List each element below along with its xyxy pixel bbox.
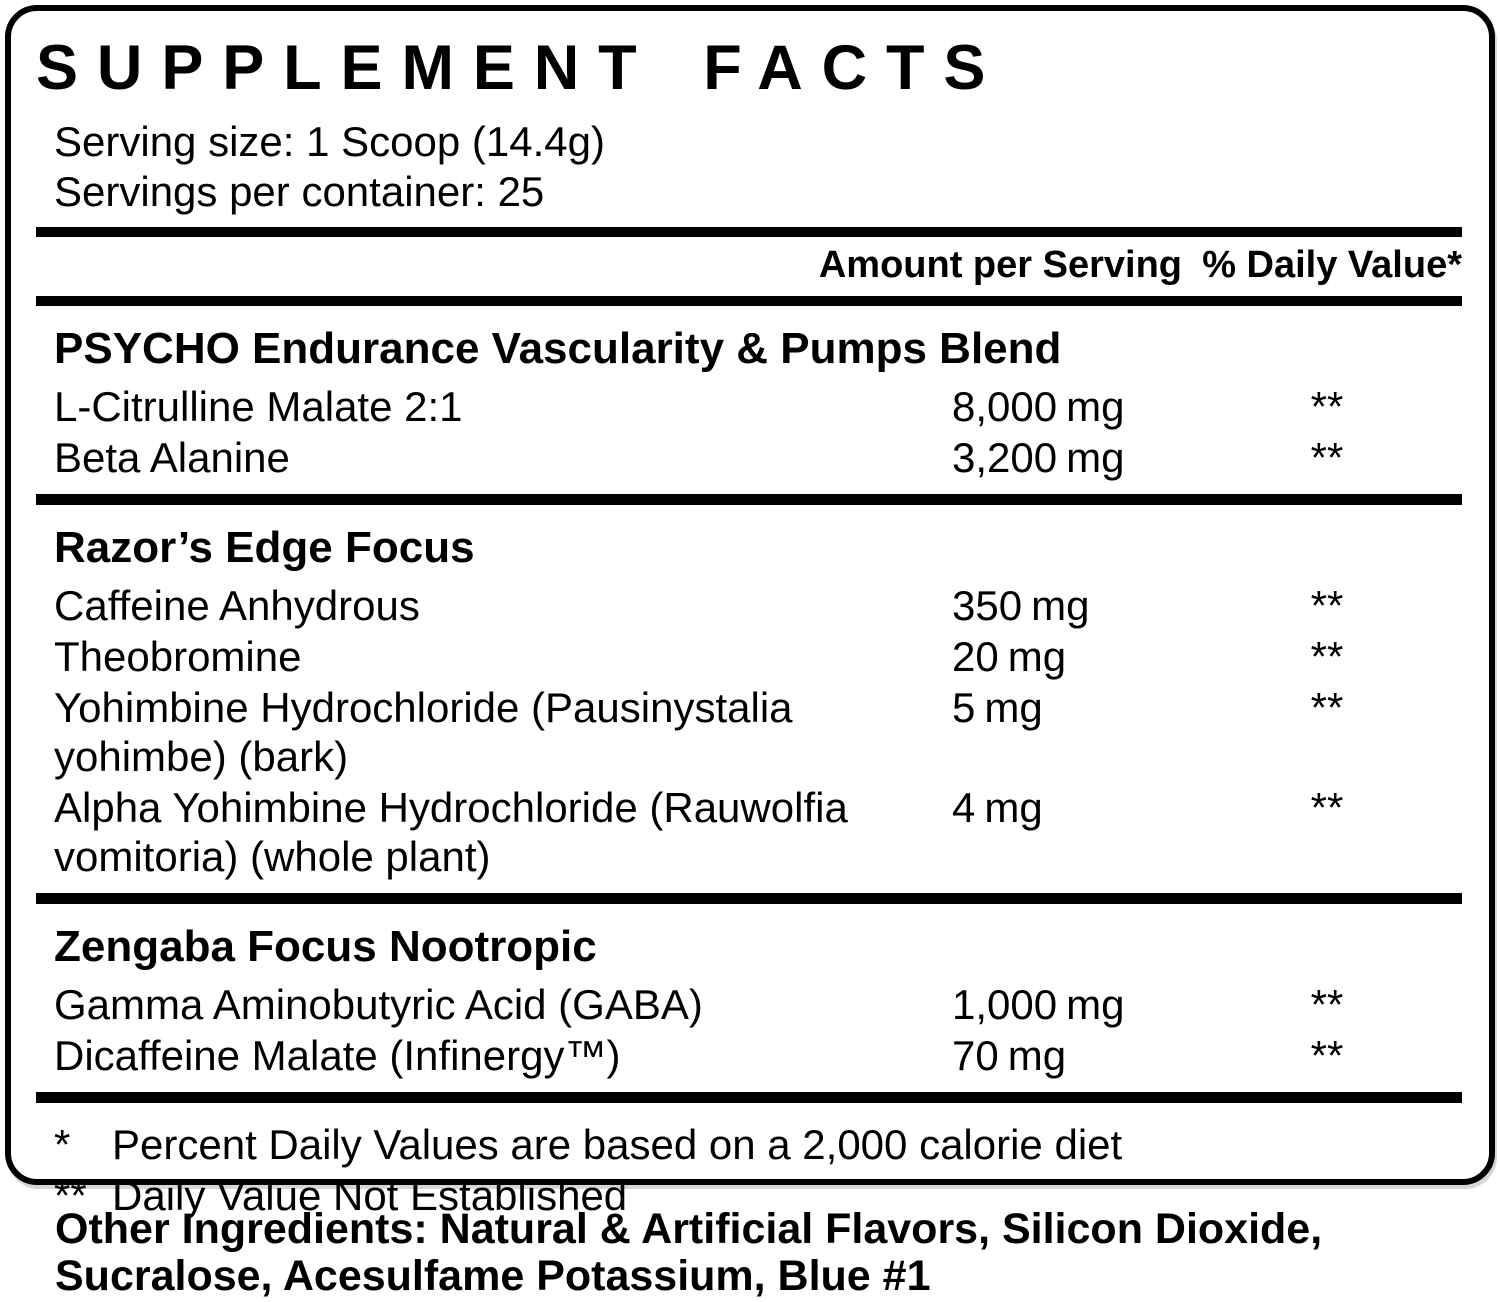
amount-value: 3,200	[952, 434, 1058, 481]
ingredient-amount: 3,200 mg	[952, 433, 1192, 482]
amount-value: 20	[952, 633, 999, 680]
ingredient-name: Dicaffeine Malate (Infinergy™)	[54, 1032, 621, 1079]
amount-column-header: Amount per Serving	[818, 244, 1182, 286]
amount-value: 8,000	[952, 383, 1058, 430]
section-heading: Zengaba Focus Nootropic	[54, 922, 597, 971]
section-heading: PSYCHO Endurance Vascularity & Pumps Ble…	[54, 324, 1062, 373]
column-headers: Amount per Serving % Daily Value*	[54, 237, 1462, 296]
amount-value: 4	[952, 784, 976, 831]
daily-value: **	[1310, 633, 1344, 680]
servings-per-container: Servings per container: 25	[54, 168, 545, 215]
footnote-text: Percent Daily Values are based on a 2,00…	[112, 1121, 1123, 1168]
ingredient-row: Yohimbine Hydrochloride (Pausinystalia y…	[54, 683, 1462, 781]
divider-bar-section	[36, 893, 1462, 904]
ingredient-row: Caffeine Anhydrous 350 mg **	[54, 581, 1462, 630]
ingredient-amount: 8,000 mg	[952, 382, 1192, 431]
ingredient-name: Yohimbine Hydrochloride (Pausinystalia y…	[54, 684, 793, 780]
daily-value: **	[1310, 981, 1344, 1028]
daily-value: **	[1310, 383, 1344, 430]
other-ingredients: Other Ingredients: Natural & Artificial …	[55, 1205, 1323, 1300]
ingredient-name: Alpha Yohimbine Hydrochloride (Rauwolfia…	[54, 784, 848, 880]
amount-unit: mg	[1031, 582, 1090, 629]
daily-value: **	[1310, 784, 1344, 831]
ingredient-name: Gamma Aminobutyric Acid (GABA)	[54, 981, 703, 1028]
daily-value-column-header: % Daily Value*	[1202, 244, 1462, 286]
ingredient-amount: 1,000 mg	[952, 980, 1192, 1029]
daily-value: **	[1310, 1032, 1344, 1079]
ingredient-row: L-Citrulline Malate 2:1 8,000 mg **	[54, 382, 1462, 431]
amount-unit: mg	[1007, 1032, 1067, 1079]
ingredient-row: Dicaffeine Malate (Infinergy™) 70 mg **	[54, 1031, 1462, 1080]
amount-value: 5	[952, 684, 976, 731]
section-razors-edge: Razor’s Edge Focus Caffeine Anhydrous 35…	[54, 522, 1462, 881]
divider-bar-header-top	[36, 227, 1462, 237]
daily-value: **	[1310, 684, 1344, 731]
ingredient-row: Gamma Aminobutyric Acid (GABA) 1,000 mg …	[54, 980, 1462, 1029]
amount-unit: mg	[1066, 383, 1125, 430]
amount-unit: mg	[1007, 633, 1067, 680]
amount-unit: mg	[984, 784, 1043, 831]
footnote-not-established: ** Daily Value Not Established	[54, 1170, 1462, 1221]
ingredient-name: Theobromine	[54, 633, 302, 680]
ingredient-amount: 4 mg	[952, 783, 1192, 881]
ingredient-amount: 5 mg	[952, 683, 1192, 781]
ingredient-amount: 350 mg	[952, 581, 1192, 630]
panel-title: SUPPLEMENT FACTS	[36, 33, 1005, 103]
section-heading: Razor’s Edge Focus	[54, 523, 475, 572]
amount-unit: mg	[1066, 981, 1125, 1028]
amount-value: 70	[952, 1032, 999, 1079]
amount-value: 1,000	[952, 981, 1058, 1028]
supplement-facts-panel: SUPPLEMENT FACTS Serving size: 1 Scoop (…	[5, 5, 1495, 1219]
footnote-text: Daily Value Not Established	[112, 1172, 628, 1219]
footnotes: * Percent Daily Values are based on a 2,…	[54, 1119, 1462, 1221]
ingredient-name: Beta Alanine	[54, 434, 290, 481]
footnote-daily-values: * Percent Daily Values are based on a 2,…	[54, 1119, 1462, 1170]
ingredient-amount: 20 mg	[952, 632, 1192, 681]
ingredient-amount: 70 mg	[952, 1031, 1192, 1080]
ingredient-row: Alpha Yohimbine Hydrochloride (Rauwolfia…	[54, 783, 1462, 881]
ingredient-row: Theobromine 20 mg **	[54, 632, 1462, 681]
daily-value: **	[1310, 434, 1344, 481]
amount-value: 350	[952, 582, 1023, 629]
divider-bar-footnotes	[36, 1092, 1462, 1103]
serving-info: Serving size: 1 Scoop (14.4g) Servings p…	[54, 117, 1462, 217]
divider-bar-section	[36, 494, 1462, 505]
daily-value: **	[1310, 582, 1344, 629]
section-zengaba: Zengaba Focus Nootropic Gamma Aminobutyr…	[54, 921, 1462, 1080]
ingredient-name: Caffeine Anhydrous	[54, 582, 420, 629]
serving-size: Serving size: 1 Scoop (14.4g)	[54, 118, 605, 165]
footnote-marker: **	[54, 1172, 87, 1219]
amount-unit: mg	[1066, 434, 1125, 481]
footnote-marker: *	[54, 1121, 71, 1168]
divider-bar-header-bottom	[36, 296, 1462, 306]
amount-unit: mg	[984, 684, 1043, 731]
ingredient-row: Beta Alanine 3,200 mg **	[54, 433, 1462, 482]
ingredient-name: L-Citrulline Malate 2:1	[54, 383, 463, 430]
section-psycho-blend: PSYCHO Endurance Vascularity & Pumps Ble…	[54, 323, 1462, 482]
